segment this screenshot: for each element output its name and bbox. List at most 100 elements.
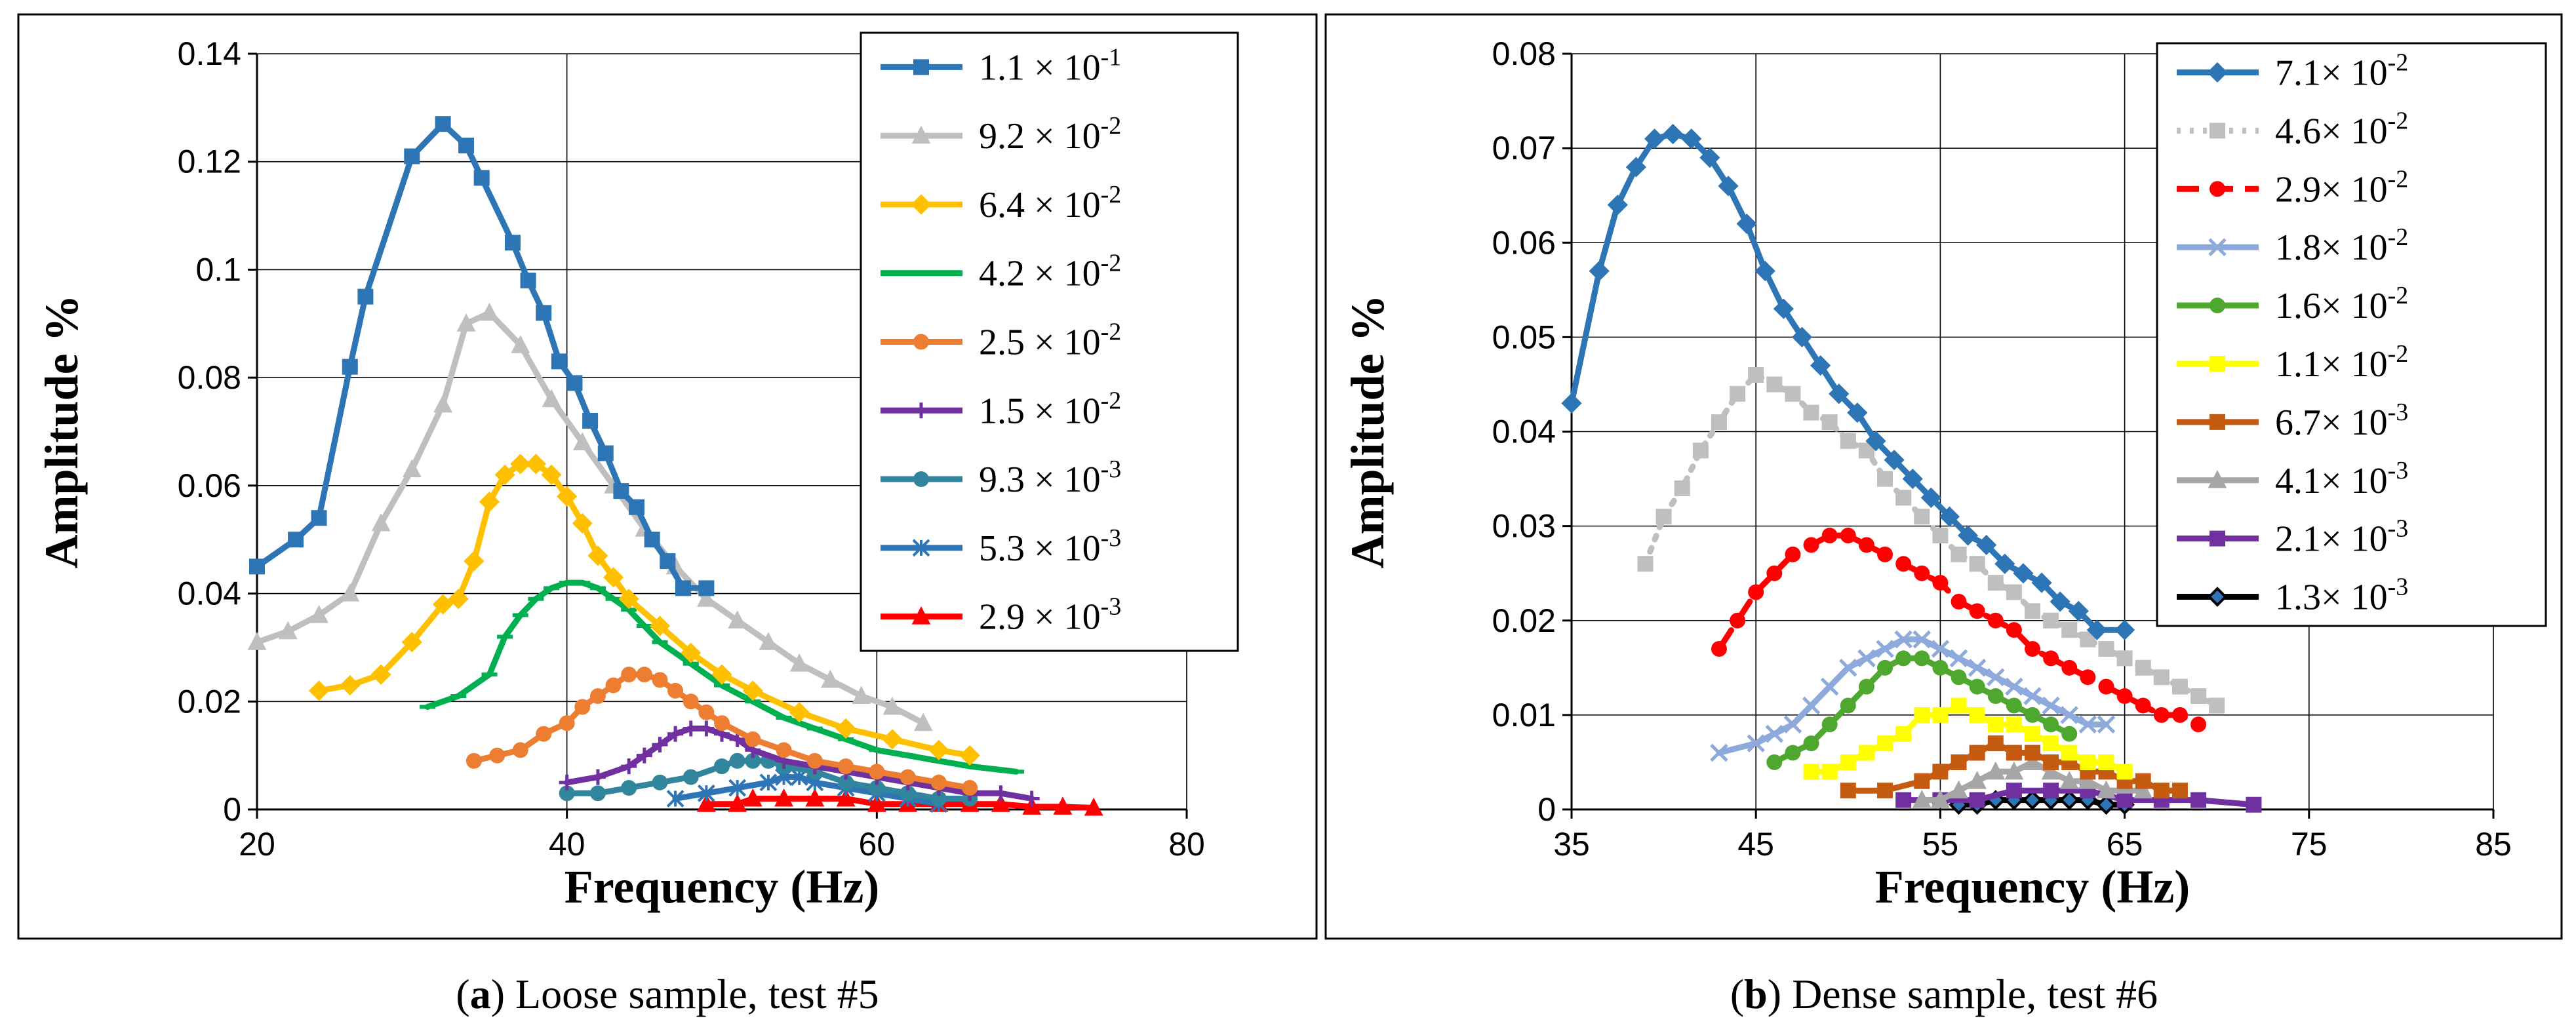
data-point	[636, 667, 652, 683]
data-point	[2006, 584, 2022, 600]
data-point	[464, 551, 485, 572]
legend-exponent: -2	[1101, 250, 1122, 277]
data-point	[759, 773, 778, 792]
data-point	[589, 769, 606, 785]
legend-marker	[911, 606, 931, 625]
data-point	[1932, 659, 1949, 676]
data-point	[536, 726, 552, 742]
data-point	[2041, 761, 2061, 780]
data-point	[559, 785, 575, 802]
data-point	[1895, 792, 1912, 808]
data-point	[743, 788, 763, 807]
data-point	[510, 454, 531, 475]
data-point	[1803, 537, 1819, 553]
data-point	[1773, 298, 1794, 319]
data-point	[613, 483, 629, 499]
legend-item: 1.1× 10-2	[2177, 340, 2408, 385]
data-point	[2190, 688, 2207, 705]
data-point	[1718, 176, 1739, 197]
data-point	[729, 752, 745, 769]
data-point	[1847, 402, 1868, 423]
data-point	[869, 780, 885, 796]
data-point	[2043, 783, 2059, 799]
data-point	[489, 747, 505, 764]
data-point	[838, 758, 854, 775]
legend-label: 2.1× 10-3	[2275, 515, 2408, 560]
series-4-2-10-2	[419, 579, 1025, 775]
data-point	[2096, 794, 2116, 815]
legend: 1.1 × 10-1 9.2 × 10-2 6.4 × 10-2 4.2 × 10-2…	[860, 31, 1239, 652]
legend-label: 9.2 × 10-2	[979, 112, 1121, 157]
x-tick-label: 20	[239, 826, 275, 863]
data-point	[458, 138, 475, 154]
caption-text: (	[1730, 971, 1744, 1017]
data-point	[1931, 640, 1950, 658]
data-point	[402, 459, 422, 478]
data-point	[1839, 659, 1857, 677]
data-point	[1681, 128, 1702, 149]
data-point	[2013, 563, 2034, 584]
data-point	[1820, 677, 1839, 696]
y-tick-label: 0.03	[1492, 508, 1556, 545]
data-point	[1986, 761, 2006, 780]
data-point	[618, 589, 639, 610]
data-point	[542, 389, 561, 408]
data-point	[309, 604, 328, 623]
data-point	[2097, 715, 2116, 734]
legend-exponent: -2	[2388, 107, 2409, 134]
data-point	[1957, 525, 1979, 546]
x-axis-label: Frequency (Hz)	[1875, 861, 2190, 913]
data-point	[1821, 414, 1838, 431]
data-point	[1710, 743, 1728, 762]
data-point	[2023, 687, 2042, 705]
data-point	[1969, 745, 1985, 761]
y-tick-label: 0.01	[1492, 697, 1556, 733]
data-point	[1730, 612, 1746, 629]
data-point	[2059, 790, 2080, 810]
series-4-1-10-3	[1912, 752, 2153, 808]
data-point	[821, 669, 840, 688]
data-point	[2004, 761, 2024, 780]
data-point	[2023, 752, 2042, 770]
data-point	[2043, 754, 2059, 770]
data-point	[1914, 650, 1930, 667]
data-point	[1858, 442, 1874, 459]
data-point	[867, 794, 886, 812]
legend: 7.1× 10-2 4.6× 10-2 2.9× 10-2 1.8× 10-2 1.6×…	[2156, 42, 2547, 627]
data-point	[1766, 565, 1783, 581]
data-point	[525, 454, 546, 475]
legend-marker	[911, 194, 932, 215]
data-point	[2097, 780, 2116, 799]
data-point	[805, 788, 825, 807]
legend-label: 6.4 × 10-2	[979, 181, 1121, 225]
data-point	[1589, 260, 1610, 282]
data-point	[2171, 678, 2188, 695]
legend-item: 4.2 × 10-2	[881, 250, 1121, 294]
legend-exponent: -2	[2388, 224, 2409, 251]
legend-marker	[2208, 238, 2227, 256]
x-tick-label: 45	[1737, 826, 1774, 863]
x-tick-label: 60	[859, 826, 896, 863]
data-point	[675, 580, 691, 596]
data-point	[1987, 716, 2004, 733]
data-point	[1895, 556, 1912, 572]
data-point	[589, 688, 606, 705]
data-point	[1858, 745, 1874, 761]
data-point	[1865, 431, 1886, 452]
data-point	[2086, 619, 2108, 640]
legend-item: 4.1× 10-3	[2177, 457, 2408, 501]
data-point	[728, 779, 747, 797]
legend-exponent: -3	[2388, 457, 2409, 484]
series-line	[254, 121, 709, 591]
data-point	[1976, 534, 1997, 556]
caption-letter: a	[470, 971, 491, 1017]
data-point	[714, 715, 730, 731]
series-6-7-10-3	[1840, 735, 2188, 799]
data-point	[1803, 735, 1819, 752]
data-point	[1674, 480, 1690, 496]
data-point	[959, 745, 980, 766]
legend-label: 4.2 × 10-2	[979, 250, 1121, 294]
data-point	[1748, 367, 1764, 383]
data-point	[1932, 764, 1949, 780]
y-tick-label: 0.08	[178, 359, 241, 396]
